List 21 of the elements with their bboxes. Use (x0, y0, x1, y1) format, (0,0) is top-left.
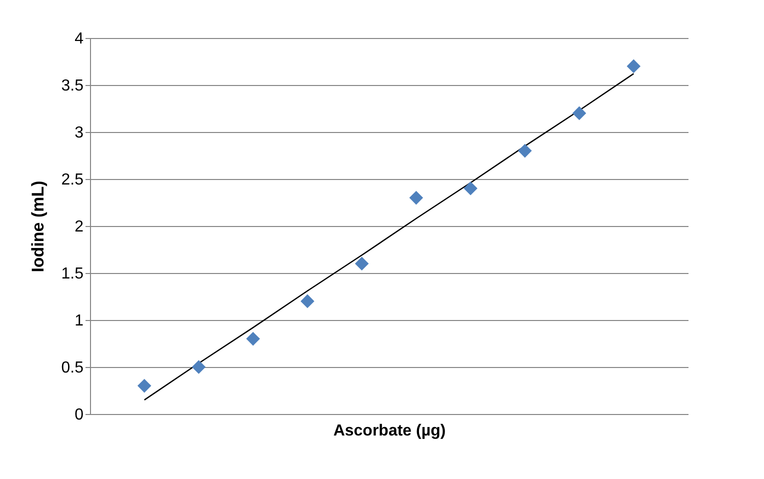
x-axis-title: Ascorbate (µg) (333, 422, 446, 440)
point (518, 144, 532, 158)
y-tick-label: 0.5 (61, 360, 84, 376)
y-axis-title: Iodine (mL) (28, 180, 48, 272)
y-tick-label: 3.5 (61, 78, 84, 94)
point (137, 378, 152, 393)
y-tick-label: 2 (74, 218, 84, 236)
point (300, 294, 314, 308)
point (409, 190, 424, 205)
point (464, 182, 478, 196)
y-tick-label: 3 (74, 124, 84, 142)
point (626, 59, 641, 74)
point (354, 256, 369, 270)
y-tick-label: 2.5 (61, 172, 84, 188)
y-tick-label: 1 (74, 312, 84, 330)
point (192, 360, 206, 374)
y-tick-label: 1.5 (61, 266, 84, 282)
y-tick-label: 4 (74, 30, 84, 48)
point (572, 106, 586, 120)
point (246, 332, 260, 346)
y-tick-label: 0 (74, 406, 84, 424)
